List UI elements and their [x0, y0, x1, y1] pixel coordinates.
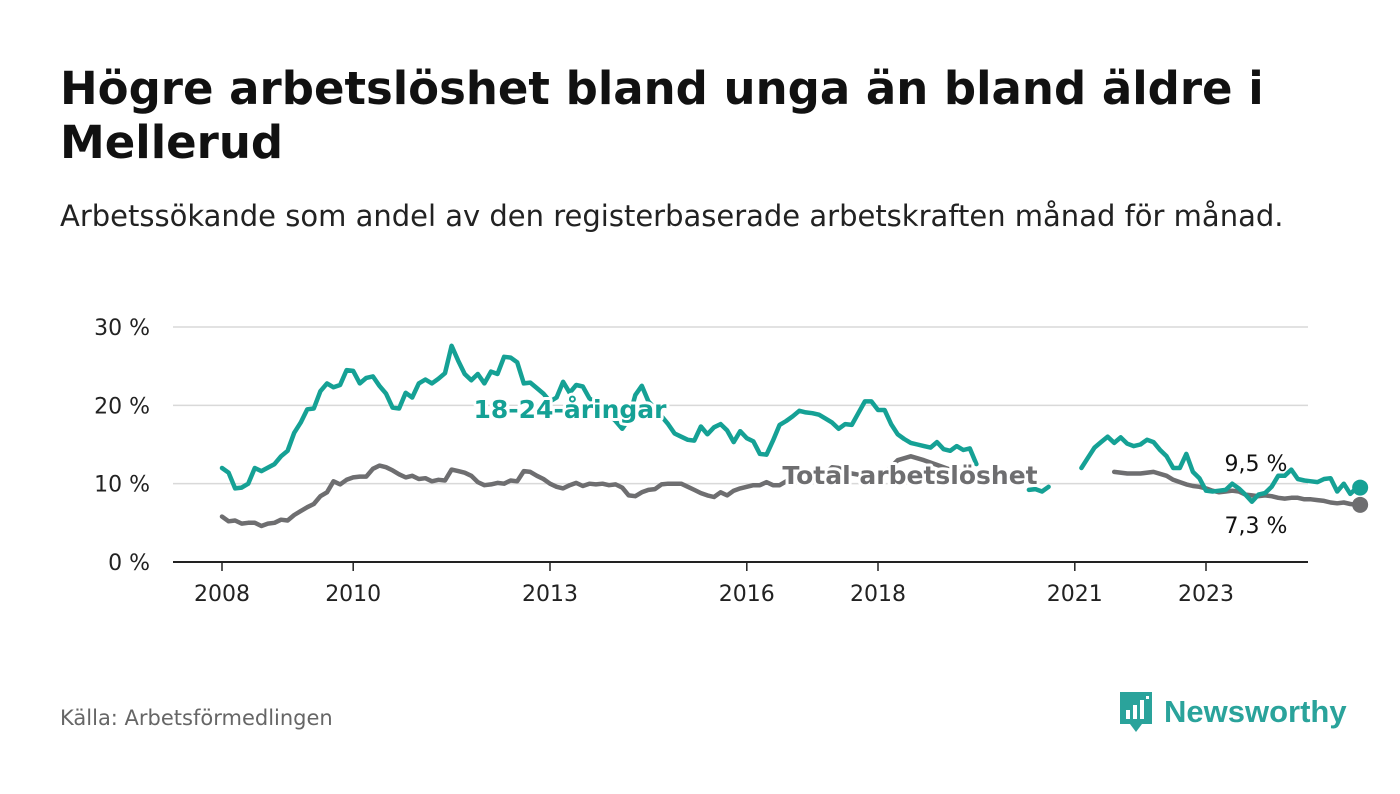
newsworthy-logo-text: Newsworthy — [1164, 694, 1347, 729]
series-line-0-segment-2 — [1079, 434, 1363, 504]
series-label-youth: 18-24-åringar — [474, 395, 668, 424]
series-end-dot-1 — [1352, 496, 1369, 513]
end-label-youth: 9,5 % — [1225, 452, 1288, 477]
grid-lines — [173, 326, 1308, 485]
series-line-0-segment-0 — [219, 343, 979, 491]
series-line-1-segment-0 — [219, 454, 979, 529]
y-tick-label-20: 20 % — [94, 394, 150, 419]
x-tick-label-2023: 2023 — [1178, 582, 1234, 607]
series-label-total: Total arbetslöshet — [782, 461, 1037, 490]
source-note: Källa: Arbetsförmedlingen — [60, 706, 333, 730]
x-tick-label-2010: 2010 — [325, 582, 381, 607]
y-axis-ticks: 0 % 10 % 20 % 30 % — [94, 316, 150, 576]
series-line-0-segment-1 — [1026, 484, 1051, 494]
y-tick-label-0: 0 % — [108, 551, 150, 576]
x-tick-label-2008: 2008 — [194, 582, 250, 607]
series-line-1-segment-1 — [1111, 469, 1363, 508]
series-end-dot-0 — [1352, 479, 1369, 496]
x-axis-ticks: 2008 2010 2013 2016 2018 2021 2023 — [194, 562, 1234, 607]
x-tick-label-2016: 2016 — [719, 582, 775, 607]
y-tick-label-10: 10 % — [94, 473, 150, 498]
chart-subtitle: Arbetssökande som andel av den registerb… — [60, 199, 1284, 233]
series-lines — [219, 343, 1369, 529]
end-label-total: 7,3 % — [1225, 514, 1288, 539]
series-labels: 18-24-åringar Total arbetslöshet 9,5 % 7,3 … — [471, 392, 1288, 539]
x-tick-label-2021: 2021 — [1047, 582, 1103, 607]
x-tick-label-2018: 2018 — [850, 582, 906, 607]
chart-title: Högre arbetslöshet bland unga än bland ä… — [60, 62, 1264, 169]
y-tick-label-30: 30 % — [94, 316, 150, 341]
newsworthy-logo: Newsworthy — [1118, 690, 1347, 734]
newsworthy-logo-icon — [1120, 692, 1152, 732]
x-tick-label-2013: 2013 — [522, 582, 578, 607]
